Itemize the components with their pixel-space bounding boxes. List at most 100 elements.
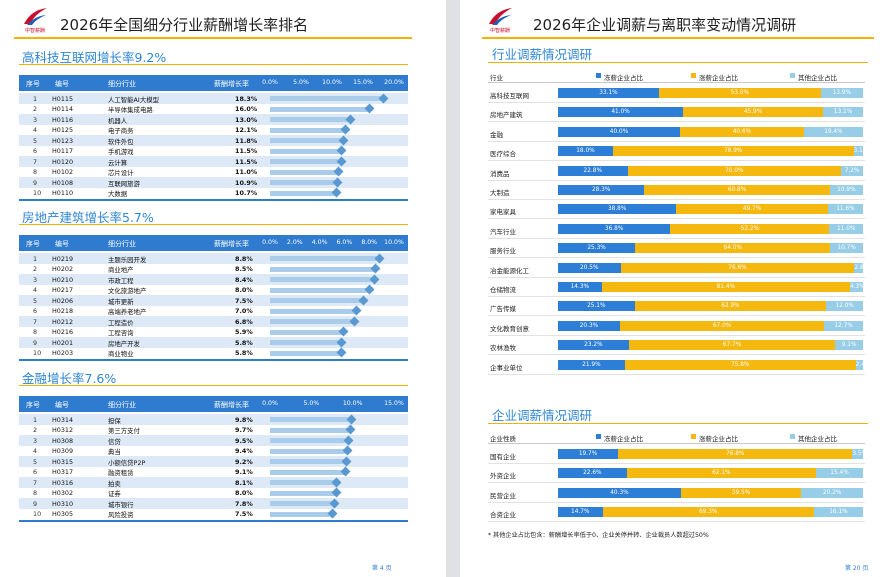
- rate-bar: [270, 469, 346, 475]
- table-row[interactable]: 2 H0202 商业地产 8.5%: [19, 263, 408, 274]
- table-row[interactable]: 4 H0217 文化旅游地产 8.0%: [19, 284, 408, 295]
- table-row[interactable]: 8 H0302 证券 8.0%: [19, 487, 408, 498]
- header-industry: 细分行业: [108, 80, 136, 88]
- table-row[interactable]: 9 H0310 城市银行 7.8%: [19, 498, 408, 509]
- chart-row[interactable]: 高科技互联网 33.1% 53.0% 13.9%: [488, 84, 865, 103]
- table-row[interactable]: 10 H0203 商业物业 5.8%: [19, 347, 408, 358]
- table-row[interactable]: 9 H0201 房地产开发 5.8%: [19, 337, 408, 348]
- row-rate: 16.0%: [235, 105, 258, 113]
- row-rank: 5: [33, 457, 38, 466]
- page-right: 中智薪酬 2026年企业调薪与离职率变动情况调研 行业调薪情况调研 行业 冻薪企业占…: [460, 0, 892, 577]
- table-row[interactable]: 3 H0210 市政工程 8.4%: [19, 274, 408, 285]
- table-row[interactable]: 7 H0212 工程造价 6.8%: [19, 316, 408, 327]
- freeze-segment: 21.9%: [558, 359, 625, 370]
- row-code: H0314: [52, 415, 74, 424]
- table-row[interactable]: 7 H0316 拍卖 8.1%: [19, 477, 408, 488]
- table-row[interactable]: 3 H0116 机器人 13.0%: [19, 114, 408, 125]
- chart-row[interactable]: 汽车行业 36.8% 52.2% 11.0%: [488, 220, 865, 239]
- row-label: 文化教育创意: [490, 324, 529, 333]
- row-rank: 3: [33, 115, 38, 124]
- table-row[interactable]: 2 H0114 半导体集成电路 16.0%: [19, 103, 408, 114]
- page-title: 2026年全国细分行业薪酬增长率排名: [60, 16, 309, 34]
- table-row[interactable]: 8 H0216 工程咨询 5.9%: [19, 326, 408, 337]
- table-row[interactable]: 1 H0219 主题乐园开发 8.8%: [19, 253, 408, 264]
- chart-row[interactable]: 农林渔牧 23.2% 67.7% 9.1%: [488, 336, 865, 356]
- table-row[interactable]: 5 H0123 软件外包 11.8%: [19, 135, 408, 146]
- row-label: 国有企业: [490, 453, 516, 461]
- freeze-segment: 25.1%: [558, 301, 635, 312]
- rate-marker: [331, 187, 342, 198]
- title-underline: [482, 37, 874, 39]
- header-rank: 序号: [26, 240, 40, 248]
- chart-row[interactable]: 冶金能源化工 20.5%76.6%2.8%: [488, 259, 865, 278]
- chart-row[interactable]: 房地产建筑 41.0% 45.9% 13.1%: [488, 103, 865, 123]
- chart-row[interactable]: 仓储物流 14.3%81.4%4.3%: [488, 278, 865, 297]
- row-rate: 9.4%: [235, 447, 253, 455]
- chart-row[interactable]: 家电家具 38.8% 49.7% 11.6%: [488, 200, 865, 220]
- legend-header: 行业: [490, 74, 503, 82]
- table-row[interactable]: 6 H0317 融资租赁 9.1%: [19, 466, 408, 477]
- row-industry: 风险投资: [108, 511, 134, 519]
- row-rate: 9.2%: [235, 457, 253, 466]
- table-row[interactable]: 3 H0308 信贷 9.5%: [19, 435, 408, 446]
- chart-row[interactable]: 大制造 28.3% 60.8% 10.9%: [488, 181, 865, 200]
- legend-label: 其他企业占比: [798, 435, 837, 443]
- section-underline: [19, 64, 408, 65]
- table-row[interactable]: 4 H0125 电子商务 12.1%: [19, 124, 408, 135]
- table-row[interactable]: 1 H0115 人工智能AI大模型 18.3%: [19, 93, 408, 104]
- raise-segment: 70.0%: [627, 165, 842, 176]
- axis-tick-label: 6.0%: [336, 239, 353, 246]
- other-segment: 10.9%: [829, 185, 863, 195]
- row-label: 仓储物流: [490, 286, 516, 294]
- table-row[interactable]: 5 H0315 小额信贷P2P 9.2%: [19, 456, 408, 467]
- row-rate: 10.9%: [235, 178, 258, 187]
- freeze-segment: 18.0%: [558, 146, 613, 157]
- table-row[interactable]: 7 H0120 云计算 11.5%: [19, 156, 408, 167]
- rate-bar: [270, 266, 376, 272]
- row-industry: 机器人: [108, 116, 128, 125]
- table-row[interactable]: 10 H0110 大数据 10.7%: [19, 187, 408, 198]
- chart-row[interactable]: 广告传媒 25.1% 62.9% 12.0%: [488, 297, 865, 317]
- rate-bar: [270, 480, 337, 485]
- row-rank: 5: [33, 136, 38, 145]
- rate-bar: [270, 448, 348, 454]
- table-row[interactable]: 4 H0309 典当 9.4%: [19, 445, 408, 456]
- table-row[interactable]: 1 H0314 担保 9.8%: [19, 414, 408, 425]
- page-title: 2026年企业调薪与离职率变动情况调研: [533, 16, 797, 34]
- raise-segment: 45.9%: [683, 107, 824, 118]
- chart-row[interactable]: 民营企业 40.3% 39.5% 20.2%: [488, 484, 865, 503]
- table-row[interactable]: 8 H0102 芯片设计 11.0%: [19, 166, 408, 177]
- row-code: H0203: [52, 349, 74, 357]
- table-row[interactable]: 5 H0206 城市更新 7.5%: [19, 295, 408, 306]
- row-code: H0108: [52, 178, 74, 187]
- row-industry: 第三方支付: [108, 427, 140, 435]
- rate-bar: [270, 340, 342, 345]
- freeze-segment: 38.8%: [558, 204, 677, 215]
- row-rank: 2: [33, 105, 38, 113]
- table-row[interactable]: 9 H0108 互联网旅游 10.9%: [19, 177, 408, 188]
- table-row[interactable]: 6 H0218 高端养老地产 7.0%: [19, 305, 408, 316]
- table-row[interactable]: 2 H0312 第三方支付 9.7%: [19, 424, 408, 435]
- chart-row[interactable]: 国有企业 19.7%76.8%3.5%: [488, 445, 865, 464]
- table-header: 序号 编号 细分行业 薪酬增长率 0.0% 5.0% 10.0% 15.0%: [19, 396, 408, 412]
- axis-tick-label: 15.0%: [384, 400, 404, 407]
- freeze-segment: 25.3%: [558, 243, 636, 254]
- legend-label: 涨薪企业占比: [699, 435, 738, 443]
- chart-row[interactable]: 文化教育创意 20.3% 67.0% 12.7%: [488, 317, 865, 336]
- row-code: H0309: [52, 447, 74, 455]
- rate-marker: [336, 347, 347, 358]
- chart-row[interactable]: 外资企业 22.6% 62.1% 15.4%: [488, 464, 865, 484]
- chart-row[interactable]: 企事业单位 21.9%75.8%2.4%: [488, 356, 865, 375]
- rate-bar: [270, 490, 337, 496]
- table-row[interactable]: 10 H0305 风险投资 7.5%: [19, 508, 408, 519]
- chart-row[interactable]: 消费品 22.8% 70.0% 7.2%: [488, 162, 865, 181]
- row-rate: 11.5%: [235, 157, 258, 166]
- row-rank: 3: [33, 275, 38, 284]
- chart-row[interactable]: 医疗综合 18.0%78.9%3.1%: [488, 142, 865, 162]
- chart-row[interactable]: 合资企业 14.7% 69.3% 16.1%: [488, 503, 865, 523]
- chart-row[interactable]: 服务行业 25.3% 64.0% 10.7%: [488, 239, 865, 259]
- row-code: H0310: [52, 499, 74, 508]
- table-row[interactable]: 6 H0117 手机游戏 11.5%: [19, 145, 408, 156]
- row-rate: 8.4%: [235, 275, 253, 284]
- chart-row[interactable]: 金融 40.0% 40.6% 19.4%: [488, 123, 865, 142]
